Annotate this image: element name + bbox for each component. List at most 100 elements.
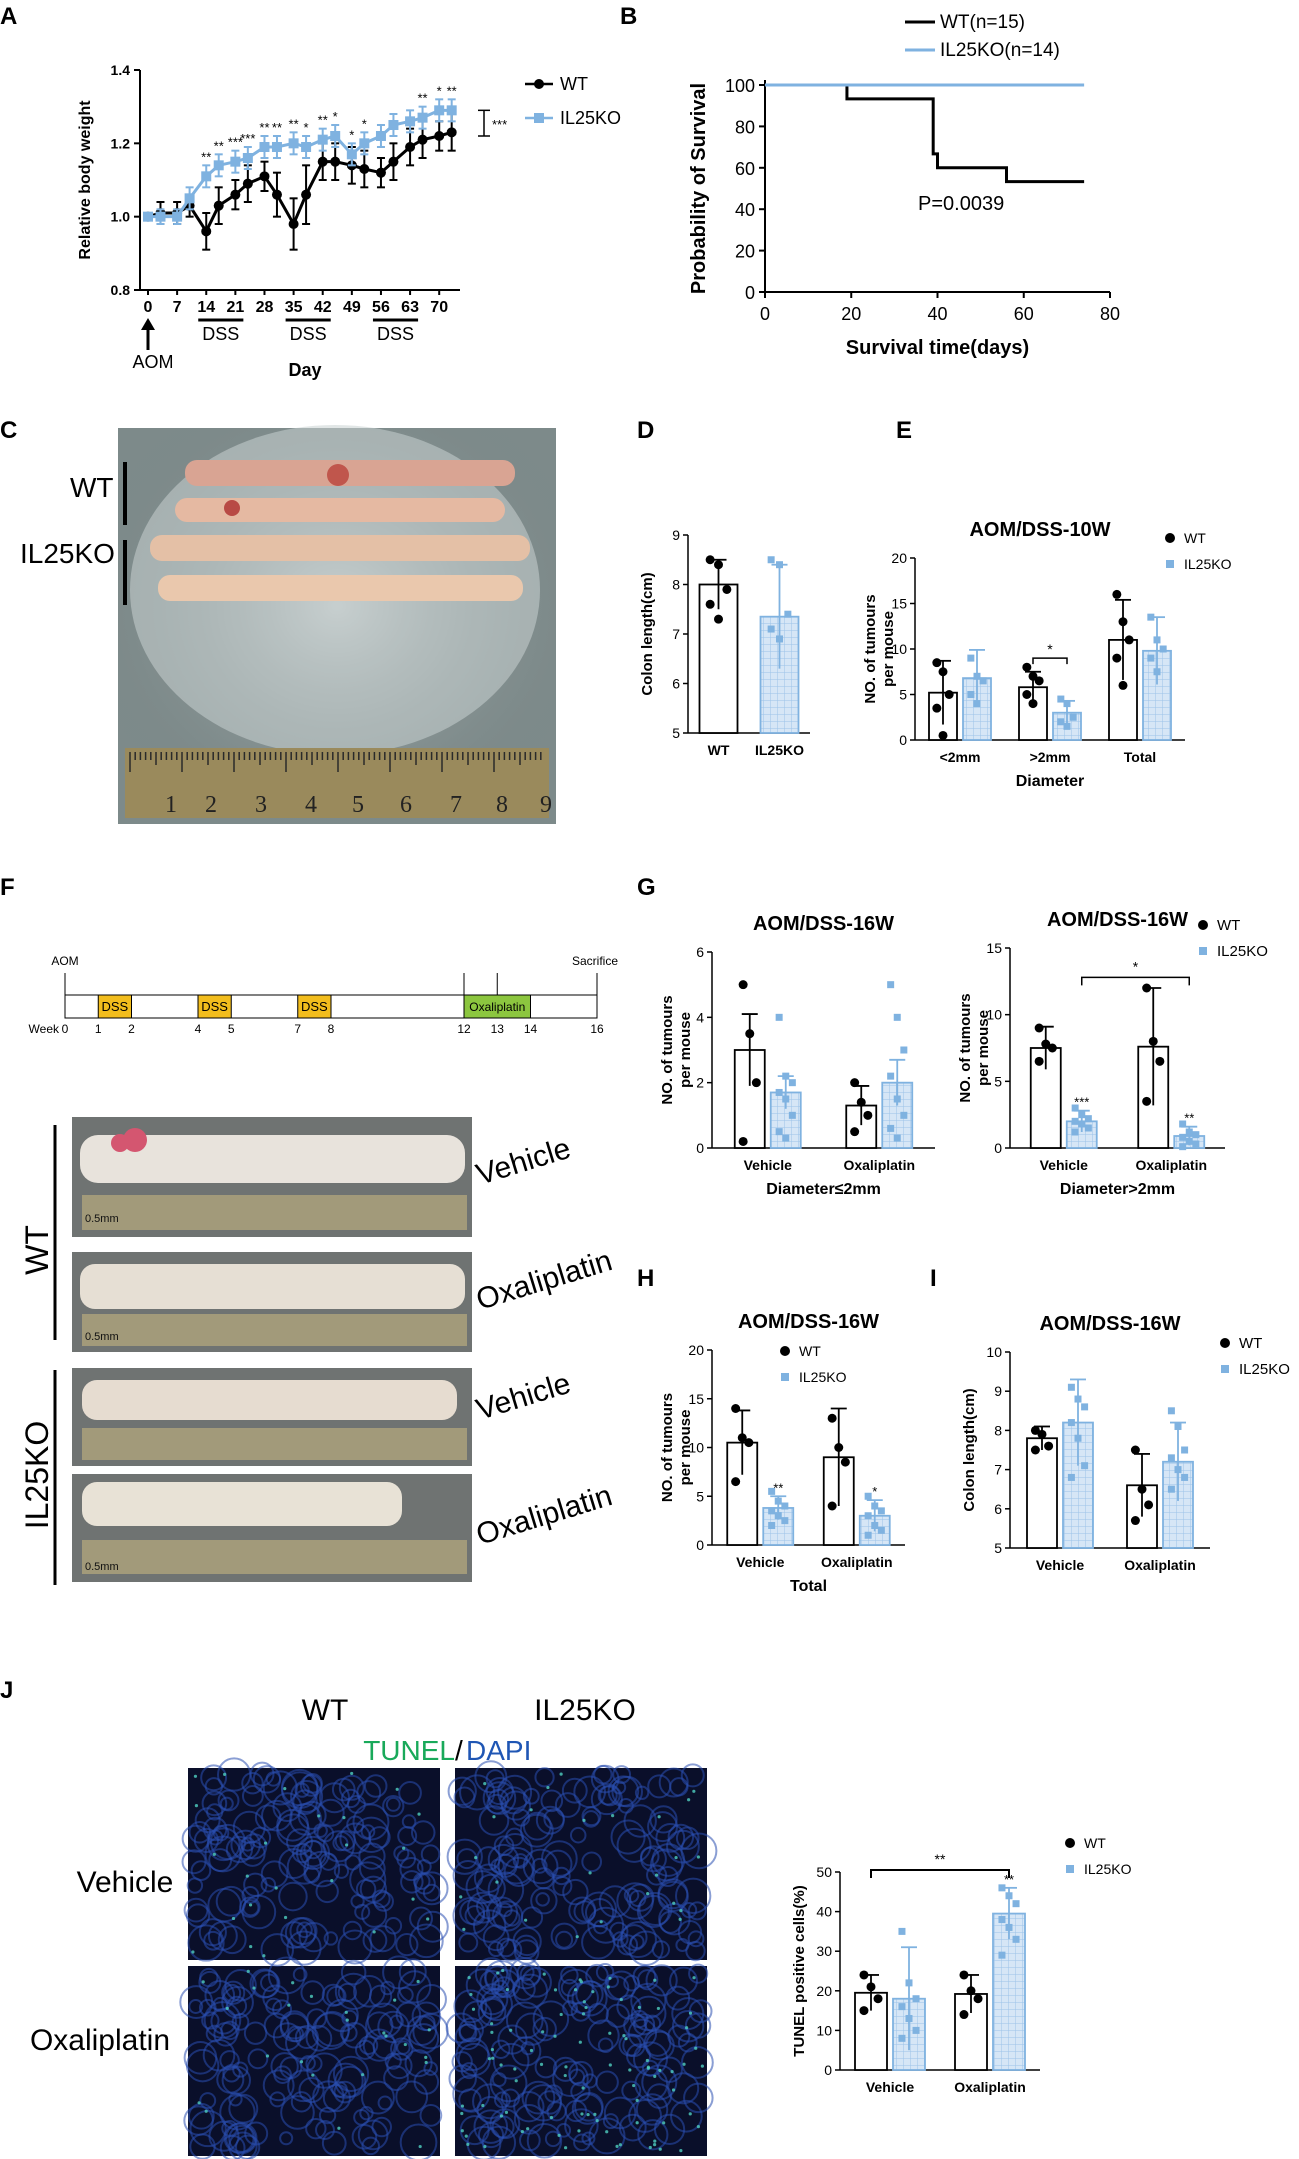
nucleus-cluster: [337, 1929, 373, 1965]
nucleus-cluster: [473, 2109, 509, 2144]
chart-e-tumours-10w: 0 5 10 15 20 AOM/DSS-10W NO. of tumours per mou…: [862, 519, 1232, 790]
data-point-il25ko: [1081, 1403, 1089, 1411]
nucleus-cluster: [492, 2042, 530, 2080]
nucleus-cluster: [612, 1765, 632, 1784]
point-il25ko: [230, 156, 241, 167]
nucleus-cluster: [187, 1924, 225, 1962]
nucleus-cluster: [520, 2041, 536, 2056]
point-wt: [388, 156, 399, 167]
nucleus-cluster: [683, 2082, 714, 2114]
data-point-wt: [1041, 1039, 1051, 1049]
tunel-positive-cell: [606, 1985, 610, 1989]
data-point-il25ko: [781, 1517, 789, 1525]
data-point-il25ko: [788, 1111, 796, 1119]
dss-label: DSS: [290, 324, 327, 344]
nucleus-cluster: [249, 1761, 275, 1787]
nucleus-cluster: [647, 1811, 678, 1843]
nucleus-cluster: [331, 1777, 356, 1802]
data-point-il25ko: [782, 1134, 790, 1142]
nucleus-cluster: [409, 1906, 433, 1931]
nucleus-cluster: [289, 1802, 322, 1836]
data-point-wt: [840, 1457, 850, 1467]
tunel-positive-cell: [582, 2000, 586, 2004]
data-point-il25ko: [1071, 1117, 1079, 1125]
point-wt: [242, 178, 253, 189]
data-point-il25ko: [1078, 1111, 1086, 1119]
data-point-il25ko: [979, 677, 987, 685]
row-label-vehicle: Vehicle: [77, 1866, 174, 1899]
significance-mark: ***: [1074, 1095, 1089, 1110]
chart-title: AOM/DSS-16W: [738, 1311, 879, 1333]
point-wt: [230, 189, 241, 200]
tunel-positive-cell: [513, 2067, 517, 2071]
tunel-positive-cell: [212, 1852, 216, 1856]
nucleus-cluster: [398, 1781, 422, 1805]
point-wt: [359, 164, 370, 174]
nucleus-cluster: [222, 2064, 241, 2083]
data-point-wt: [722, 584, 732, 594]
panel-j-microscopy: WT IL25KO TUNEL / DAPI Vehicle Oxaliplat…: [30, 1694, 718, 2159]
data-point-wt: [714, 560, 723, 570]
stain-label-tunel: TUNEL: [363, 1735, 455, 1766]
nucleus-cluster: [451, 2051, 473, 2073]
data-point-wt: [1118, 680, 1128, 690]
category-label: Vehicle: [744, 1157, 792, 1173]
nucleus-cluster: [185, 1903, 211, 1928]
tunel-positive-cell: [384, 2034, 388, 2038]
nucleus-cluster: [422, 1883, 441, 1902]
x-tick-label: 42: [314, 299, 332, 316]
tunel-positive-cell: [657, 1815, 661, 1819]
y-tick-label: 15: [986, 940, 1002, 956]
point-il25ko: [317, 134, 328, 145]
point-il25ko: [242, 153, 253, 163]
nucleus-cluster: [278, 1881, 308, 1912]
nucleus-cluster: [552, 1875, 573, 1897]
tunel-positive-cell: [495, 1880, 499, 1884]
nucleus-cluster: [561, 1777, 588, 1804]
x-tick-label: 21: [226, 299, 244, 316]
point-il25ko: [375, 131, 386, 141]
panel-letter-h: H: [637, 1265, 654, 1292]
y-tick-label: 5: [696, 1488, 704, 1504]
nucleus-cluster: [358, 2035, 379, 2055]
nucleus-cluster: [194, 1807, 221, 1834]
x-tick-label: 0: [760, 304, 770, 324]
x-tick-label: 14: [197, 299, 215, 316]
treatment-label: Oxaliplatin: [472, 1244, 616, 1317]
nucleus-cluster: [260, 1877, 277, 1893]
nucleus-cluster: [573, 2133, 591, 2152]
colon-sample: [175, 498, 505, 522]
significance-mark: *: [362, 116, 367, 131]
nucleus-cluster: [675, 1877, 712, 1914]
panel-letter-g: G: [637, 874, 656, 901]
col-label-wt: WT: [302, 1694, 349, 1727]
legend-label-wt: WT: [1239, 1335, 1262, 1352]
x-tick-label: 0: [144, 299, 153, 316]
tunel-positive-cell: [393, 1998, 397, 2002]
nucleus-cluster: [212, 1824, 230, 1842]
tunel-positive-cell: [696, 2125, 700, 2129]
nucleus-cluster: [491, 1969, 521, 1999]
nucleus-cluster: [568, 2060, 594, 2087]
nucleus-cluster: [344, 1854, 361, 1871]
data-point-il25ko: [898, 2034, 906, 2042]
tunel-positive-cell: [299, 2060, 304, 2064]
nucleus-cluster: [458, 2017, 484, 2043]
nucleus-cluster: [305, 2117, 327, 2140]
tunel-positive-cell: [529, 2048, 534, 2053]
nucleus-cluster: [400, 1870, 424, 1894]
nucleus-cluster: [497, 1774, 533, 1810]
nucleus-cluster: [262, 1770, 298, 1806]
y-tick-label: 40: [816, 1904, 832, 1920]
point-il25ko: [359, 138, 370, 149]
tunel-positive-cell: [575, 1935, 579, 1939]
col-label-il25ko: IL25KO: [534, 1694, 636, 1727]
y-tick-label: 1.0: [111, 209, 131, 225]
tunel-positive-cell: [262, 1954, 266, 1958]
nucleus-cluster: [181, 1849, 207, 1875]
nucleus-cluster: [445, 2012, 477, 2044]
y-axis-label: NO. of tumours: [957, 993, 974, 1102]
dss-label: DSS: [202, 324, 239, 344]
colon-sample: [150, 535, 530, 561]
nucleus-cluster: [453, 1989, 488, 2024]
